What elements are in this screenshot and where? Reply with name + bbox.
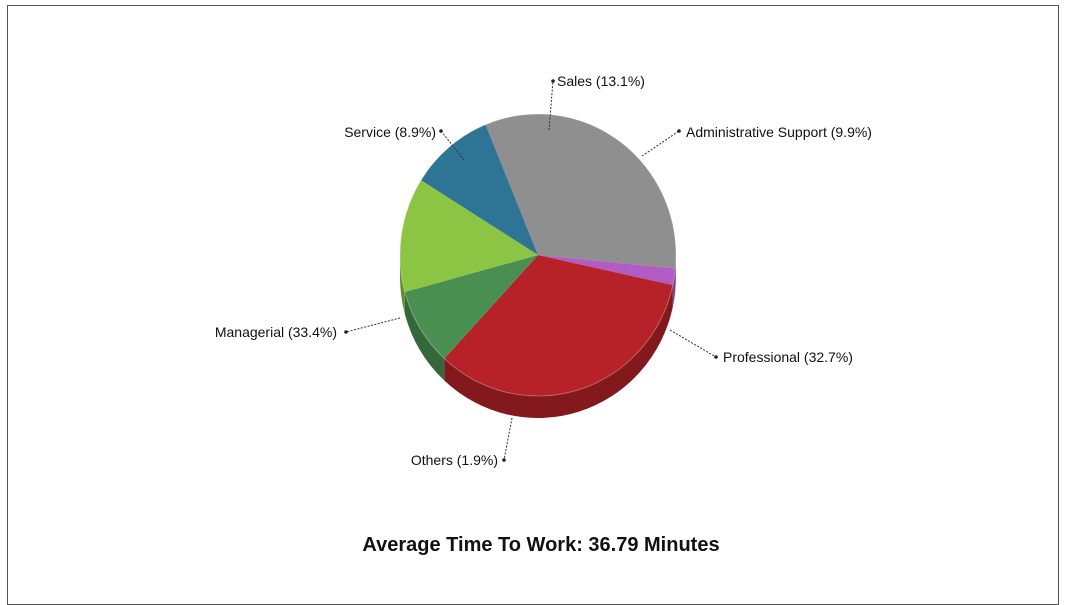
slice-label-others: Others (1.9%) <box>411 452 498 468</box>
pie-slice-administrative-support <box>420 124 538 256</box>
leader-line-professional <box>669 329 717 358</box>
pie-slice-sales <box>400 180 538 292</box>
pie-slice-service <box>404 255 538 359</box>
leader-line-administrative-support <box>641 130 680 157</box>
slice-label-administrative-support: Administrative Support (9.9%) <box>686 124 872 140</box>
slice-label-sales: Sales (13.1%) <box>557 73 645 89</box>
leader-dot-professional <box>714 355 718 359</box>
pie-slice-professional <box>485 113 676 269</box>
slice-label-professional: Professional (32.7%) <box>723 349 853 365</box>
leader-dot-others <box>502 458 506 462</box>
pie-chart: Administrative Support (9.9%) Professiona… <box>215 73 872 556</box>
leader-dot-managerial <box>344 330 348 334</box>
pie-slice-side-professional <box>675 255 677 291</box>
pie-depth-layer <box>400 255 677 418</box>
leader-line-sales <box>548 80 554 131</box>
leader-dot-sales <box>551 79 555 83</box>
pie-slice-side-service <box>404 291 445 381</box>
leader-line-others <box>503 417 513 461</box>
chart-title: Average Time To Work: 36.79 Minutes <box>362 534 719 556</box>
leader-line-managerial <box>345 317 401 333</box>
pie-slice-side-others <box>672 268 676 308</box>
pie-slice-side-sales <box>400 255 405 314</box>
leader-dot-administrative-support <box>677 129 681 133</box>
leader-dot-service <box>439 129 443 133</box>
slice-labels: Administrative Support (9.9%) Professiona… <box>215 73 872 468</box>
pie-slice-side-managerial <box>444 285 673 418</box>
leader-line-service <box>440 130 465 161</box>
pie-slice-others <box>538 255 676 286</box>
slice-label-managerial: Managerial (33.4%) <box>215 324 337 340</box>
pie-slices <box>399 113 677 397</box>
pie-slice-managerial <box>444 255 673 397</box>
slice-label-service: Service (8.9%) <box>344 124 436 140</box>
pie-rim <box>399 113 677 397</box>
leader-lines <box>344 79 718 462</box>
